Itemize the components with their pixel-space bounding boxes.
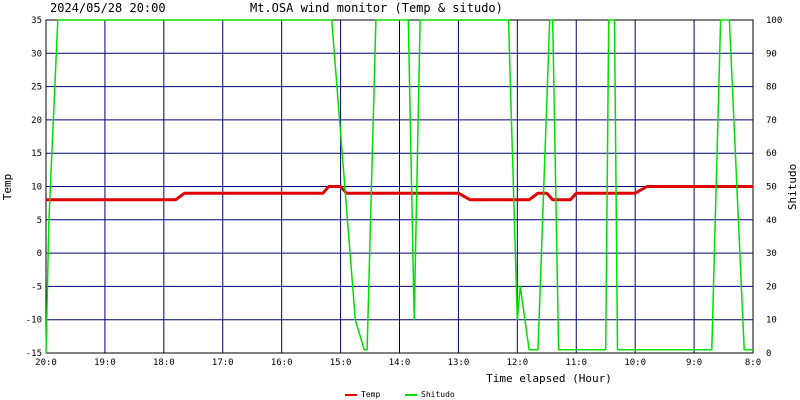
x-tick-label: 9:0: [686, 358, 702, 368]
y-left-tick-label: 30: [31, 49, 42, 59]
y-right-tick-label: 70: [766, 116, 777, 126]
chart-title: Mt.OSA wind monitor (Temp & situdo): [250, 1, 503, 15]
y-right-tick-label: 100: [766, 16, 782, 26]
y-left-tick-label: 10: [31, 183, 42, 193]
y-right-tick-label: 40: [766, 216, 777, 226]
y-right-tick-label: 90: [766, 49, 777, 59]
x-tick-label: 15:0: [330, 358, 352, 368]
legend: Temp Shitudo: [345, 390, 455, 399]
tick-labels: 20:0 19:0 18:0 17:0 16:0 15:0 14:0 13:0 12:0 11:0…: [26, 16, 783, 368]
legend-shitudo-label: Shitudo: [421, 390, 455, 399]
y-right-tick-label: 80: [766, 83, 777, 93]
series-lines: [45, 19, 753, 354]
y-left-tick-label: 0: [37, 249, 42, 259]
y-right-tick-label: 30: [766, 249, 777, 259]
x-tick-label: 13:0: [448, 358, 470, 368]
x-tick-label: 12:0: [506, 358, 528, 368]
y-right-tick-label: 20: [766, 282, 777, 292]
y-right-tick-label: 50: [766, 183, 777, 193]
y-left-tick-label: 5: [37, 216, 42, 226]
y-left-tick-label: -5: [31, 282, 42, 292]
legend-temp-label: Temp: [361, 390, 380, 399]
y-axis-left-label: Temp: [1, 174, 14, 201]
y-left-tick-label: 25: [31, 83, 42, 93]
y-left-tick-label: 20: [31, 116, 42, 126]
temp-series-line: [46, 185, 753, 202]
x-tick-label: 17:0: [212, 358, 234, 368]
x-tick-label: 11:0: [565, 358, 587, 368]
x-tick-label: 19:0: [94, 358, 116, 368]
timestamp: 2024/05/28 20:00: [50, 1, 166, 15]
y-right-tick-label: 60: [766, 149, 777, 159]
y-left-tick-label: 35: [31, 16, 42, 26]
x-axis-label: Time elapsed (Hour): [486, 372, 612, 385]
y-right-tick-label: 10: [766, 316, 777, 326]
y-right-tick-label: 0: [766, 349, 771, 359]
x-tick-label: 10:0: [624, 358, 646, 368]
x-tick-label: 16:0: [271, 358, 293, 368]
y-left-tick-label: -10: [26, 316, 42, 326]
x-tick-label: 14:0: [389, 358, 411, 368]
shitudo-series-line: [45, 19, 753, 354]
x-tick-label: 20:0: [35, 358, 57, 368]
x-tick-label: 8:0: [745, 358, 761, 368]
y-axis-right-label: Shitudo: [786, 164, 799, 210]
y-left-tick-label: -15: [26, 349, 42, 359]
x-tick-label: 18:0: [153, 358, 175, 368]
y-left-tick-label: 15: [31, 149, 42, 159]
